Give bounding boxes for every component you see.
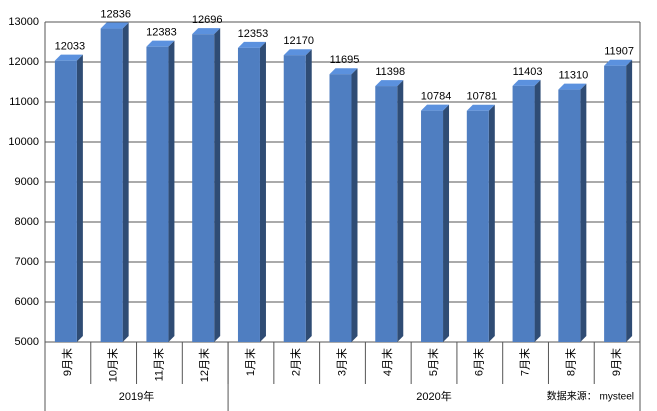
bar [192, 34, 215, 342]
y-tick-label: 11000 [9, 96, 39, 108]
value-label: 10781 [467, 91, 498, 103]
x-tick-label: 7月末 [517, 348, 531, 376]
bar-top [237, 41, 266, 48]
x-tick-label: 12月末 [197, 348, 211, 382]
value-label: 11398 [375, 66, 405, 78]
value-label: 12383 [146, 27, 177, 39]
bar-top [466, 104, 495, 111]
bar-top [146, 40, 175, 47]
bar-side [259, 41, 266, 342]
y-tick-label: 13000 [8, 16, 39, 28]
bar [283, 55, 306, 342]
bar-top [375, 80, 404, 87]
bar-top [421, 104, 450, 111]
bar [558, 89, 581, 342]
bar-side [351, 68, 358, 342]
bar-top [54, 54, 83, 61]
x-tick-label: 2月末 [289, 348, 303, 376]
bar-top [329, 68, 358, 75]
y-tick-label: 10000 [8, 136, 39, 148]
bar-side [76, 54, 83, 343]
y-tick-label: 7000 [15, 256, 39, 268]
bar-top [512, 79, 541, 86]
value-label: 12836 [100, 8, 131, 20]
x-tick-label: 10月末 [106, 348, 120, 382]
y-tick-label: 8000 [15, 216, 39, 228]
bar-side [122, 22, 129, 343]
bar-side [534, 79, 541, 342]
bar-top [604, 59, 633, 66]
y-tick-label: 9000 [15, 176, 39, 188]
x-tick-label: 9月末 [60, 348, 74, 376]
bar [421, 110, 444, 342]
value-label: 12353 [238, 28, 269, 40]
y-tick-label: 6000 [15, 296, 39, 308]
value-label: 11403 [513, 66, 543, 78]
y-tick-label: 12000 [8, 56, 39, 68]
bar-side [443, 104, 450, 342]
bar [466, 110, 489, 342]
x-tick-label: 6月末 [472, 348, 486, 376]
bar-side [626, 59, 633, 342]
group-label: 2020年 [416, 389, 451, 403]
bar [237, 47, 260, 342]
bar [604, 65, 627, 342]
y-tick-label: 5000 [15, 336, 39, 348]
bar-side [214, 28, 221, 342]
bar-top [192, 28, 221, 35]
bar-top [100, 22, 129, 29]
source-note: 数据来源： mysteel [547, 390, 634, 403]
value-label: 12170 [283, 35, 314, 47]
bar [100, 28, 123, 343]
bar [146, 46, 169, 343]
bar-side [488, 104, 495, 342]
value-label: 11907 [604, 46, 634, 58]
value-label: 10784 [421, 91, 452, 103]
bar [54, 60, 77, 343]
group-label: 2019年 [119, 389, 154, 403]
bar-side [397, 80, 404, 342]
bar-side [580, 83, 587, 342]
value-label: 11695 [330, 54, 360, 66]
x-tick-label: 11月末 [151, 348, 165, 381]
x-tick-label: 1月末 [243, 348, 257, 376]
bar [329, 74, 352, 342]
x-tick-label: 4月末 [380, 348, 394, 376]
bar-top [558, 83, 587, 90]
x-tick-label: 9月末 [609, 348, 623, 376]
bar-side [305, 49, 312, 342]
value-label: 12033 [55, 41, 86, 53]
x-tick-label: 8月末 [563, 348, 577, 376]
value-label: 11310 [558, 70, 588, 82]
x-tick-label: 5月末 [426, 348, 440, 376]
bar [512, 85, 535, 342]
bar-side [168, 40, 175, 343]
bar-top [283, 49, 312, 56]
x-tick-label: 3月末 [334, 348, 348, 376]
bar [375, 86, 398, 342]
value-label: 12696 [192, 14, 223, 26]
